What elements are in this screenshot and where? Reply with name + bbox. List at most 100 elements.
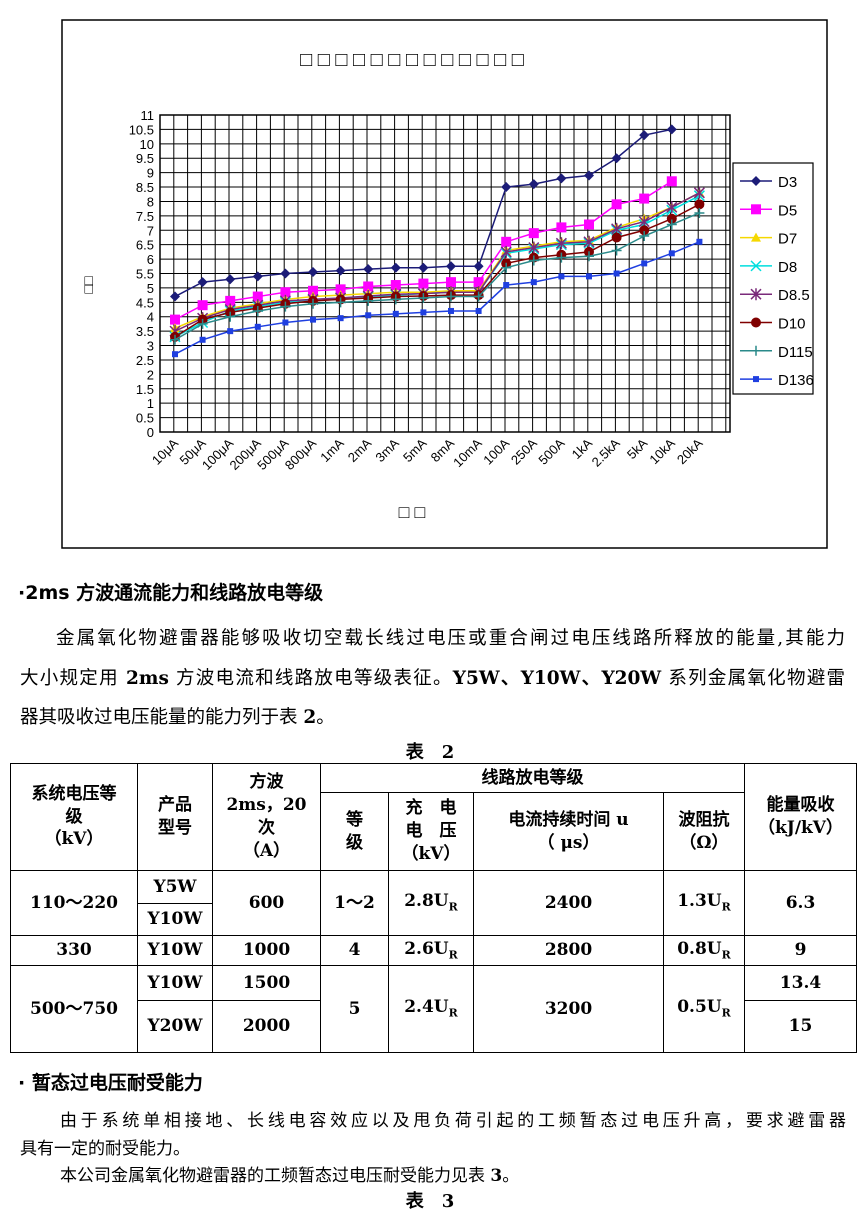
legend-label: D115: [778, 344, 813, 361]
marker: [197, 300, 208, 311]
legend-marker: [750, 288, 762, 301]
cell-text: 1.3U: [677, 891, 722, 912]
marker: [528, 241, 540, 254]
marker: [473, 261, 484, 272]
table-row: 500～750 Y10W 1500 5 2.4UR 3200 0.5UR 13.4: [10, 965, 857, 1053]
text-run: 系列金属氧化物避雷: [661, 668, 845, 689]
cell-line: 能量吸收: [766, 795, 835, 816]
marker: [696, 238, 703, 245]
cell-line: 电 压: [405, 821, 457, 842]
marker: [666, 213, 677, 224]
marker: [558, 273, 565, 280]
marker: [252, 305, 263, 316]
y-tick-label: 4: [147, 310, 154, 325]
text-run: 2ms: [126, 668, 169, 689]
cell-line: 型号: [158, 818, 192, 838]
cell-text: Y5W: [153, 876, 197, 897]
y-tick-label: 1: [147, 396, 154, 411]
table-cell: 500～750: [10, 965, 138, 1053]
chart-title: □ □ □ □ □ □ □ □ □ □ □ □ □: [300, 49, 524, 71]
y-tick-label: 7: [147, 223, 154, 238]
table-cell: 系统电压等级（kV）: [10, 763, 138, 871]
marker: [639, 130, 650, 141]
y-tick-label: 2.5: [136, 353, 154, 368]
y-tick-label: 8: [147, 194, 154, 209]
marker: [335, 265, 346, 276]
cell-text: 2.6U: [404, 938, 449, 959]
table-cell: 1.3UR: [663, 870, 745, 936]
cell-subscript: R: [448, 1006, 458, 1020]
table-cell: 15: [744, 1000, 857, 1053]
cell-line: 级: [346, 832, 363, 853]
marker: [639, 193, 650, 204]
text-run: Y5W、Y10W、Y20W: [452, 668, 662, 689]
table-row: 等级充 电电 压（kV） 电流持续时间 u （ μs） 波阻抗 （Ω）: [11, 792, 857, 871]
marker: [365, 312, 372, 319]
table-cell: 产品 型号: [137, 763, 213, 871]
cell-text: 3200: [544, 998, 593, 1019]
marker: [528, 179, 539, 190]
marker: [170, 334, 180, 345]
cell-text: Y10W: [147, 909, 203, 930]
cell-line: 2ms，20: [226, 795, 307, 816]
text-run: 金属氧化物避雷器能够吸收切空载长线过电压或重合闸过电压线路所释放的能量,其能力: [56, 628, 845, 649]
cell-line: （kJ/kV）: [758, 818, 843, 838]
legend-label: D136: [778, 372, 814, 389]
cell-text: 15: [788, 1016, 813, 1037]
legend-marker: [753, 376, 759, 383]
table-cell: 线路放电等级: [320, 763, 745, 793]
text-run: 大小规定用: [20, 668, 126, 689]
marker: [473, 291, 484, 302]
table-cell: 2.4UR: [388, 965, 474, 1053]
cell-text: 1500: [242, 972, 291, 993]
cell-text: 2000: [242, 1016, 291, 1037]
table-cell: Y10W: [137, 935, 213, 966]
marker: [418, 292, 429, 303]
y-tick-label: 9: [147, 166, 154, 181]
table: 系统电压等级（kV） 产品 型号 方波 2ms，20 次（A） 线路放电等级 能量吸收 （kJ/…: [10, 763, 857, 1053]
table-cell: 电流持续时间 u （ μs）: [473, 792, 664, 871]
cell-line: 系统电压等: [31, 783, 117, 804]
text-run: 本公司金属氧化物避雷器的工频暂态过电压耐受能力见表: [60, 1166, 491, 1186]
cell-line: 级: [65, 806, 83, 827]
marker: [668, 250, 675, 257]
marker: [611, 232, 622, 243]
y-tick-label: 2: [147, 367, 154, 382]
marker: [420, 309, 427, 316]
cell-text: 4: [348, 940, 361, 961]
cell-text: 0.5U: [677, 997, 722, 1018]
cell-text: 1000: [242, 940, 291, 961]
table-row: Y10W: [11, 903, 857, 936]
section-heading: · 暂态过电压耐受能力: [18, 1072, 203, 1094]
marker: [252, 271, 263, 282]
cell-line: 等: [346, 809, 363, 830]
marker: [308, 267, 318, 278]
marker: [694, 199, 705, 210]
table-cell: 波阻抗 （Ω）: [663, 792, 745, 871]
text-line: 具有一定的耐受能力。: [20, 1134, 190, 1159]
text-run: 2: [303, 707, 317, 728]
text-run: 器其吸收过电压能量的能力列于表: [20, 707, 304, 728]
table-cell: Y10W: [137, 965, 213, 1001]
table-cell: 600: [212, 870, 321, 936]
legend-label: D7: [778, 231, 797, 248]
cell-text: 2.8U: [404, 891, 449, 912]
table-cell: Y10W: [137, 903, 213, 936]
marker: [448, 307, 454, 314]
marker: [475, 307, 482, 314]
table-row: Y20W 2000 15: [11, 1000, 857, 1053]
table-cell: 充 电电 压（kV）: [388, 792, 474, 871]
marker: [586, 273, 592, 280]
marker: [501, 236, 512, 247]
marker: [280, 287, 291, 298]
legend-label: D8: [778, 259, 797, 276]
legend-marker: [750, 260, 762, 272]
cell-text: 2800: [544, 940, 593, 961]
cell-line: 方波: [249, 772, 284, 793]
cell-subscript: R: [721, 1006, 731, 1020]
y-tick-label: 10: [140, 137, 154, 152]
marker: [170, 291, 180, 302]
text-line: 本公司金属氧化物避雷器的工频暂态过电压耐受能力见表 3。: [60, 1161, 519, 1186]
marker: [693, 186, 705, 199]
